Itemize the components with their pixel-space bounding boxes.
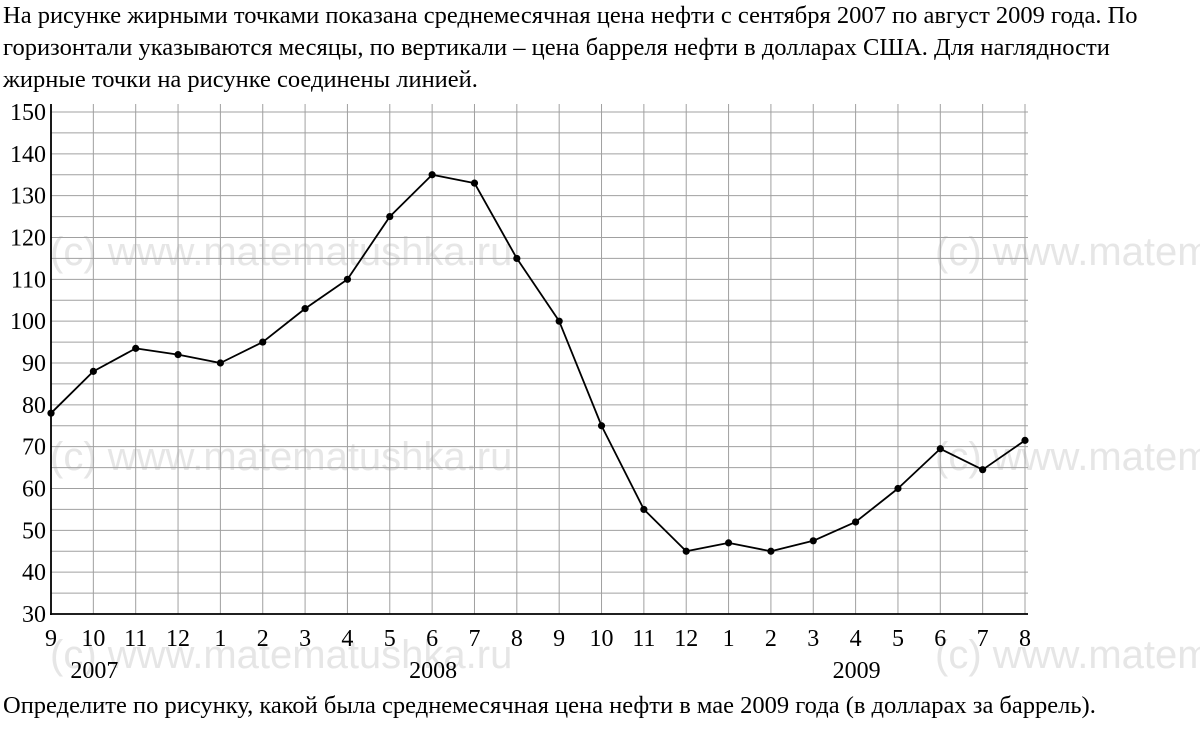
data-point bbox=[809, 537, 817, 545]
data-point bbox=[682, 547, 690, 555]
x-tick-label: 3 bbox=[299, 626, 311, 652]
x-tick-label: 7 bbox=[468, 626, 480, 652]
data-point bbox=[47, 409, 55, 417]
question-text: Определите по рисунку, какой была средне… bbox=[3, 692, 1096, 719]
x-tick-label: 5 bbox=[892, 626, 904, 652]
year-labels: 2007 2008 2009 bbox=[70, 658, 880, 684]
y-tick-label: 120 bbox=[10, 226, 46, 252]
x-tick-label: 4 bbox=[341, 626, 353, 652]
watermark-layer: (c) www.matematushka.ru (c) www.matematus… bbox=[50, 230, 1200, 677]
y-tick-label: 130 bbox=[10, 184, 46, 210]
y-tick-label: 110 bbox=[11, 267, 46, 293]
year-label: 2007 bbox=[70, 658, 118, 684]
price-series bbox=[47, 171, 1029, 555]
data-point bbox=[343, 275, 352, 283]
x-tick-label: 1 bbox=[214, 626, 226, 652]
data-point bbox=[174, 351, 182, 359]
oil-price-chart: (c) www.matematushka.ru (c) www.matematus… bbox=[10, 100, 1200, 684]
data-point bbox=[216, 359, 224, 367]
watermark-text: (c) www.matematushka.ru bbox=[50, 230, 512, 274]
y-tick-label: 100 bbox=[10, 309, 46, 335]
x-tick-label: 2 bbox=[765, 626, 777, 652]
watermark-text: (c) www.matematushka.ru bbox=[935, 230, 1200, 274]
year-label: 2009 bbox=[833, 658, 881, 684]
watermark-text: (c) www.matematushka.ru bbox=[50, 633, 512, 677]
data-point bbox=[1021, 436, 1029, 444]
data-point bbox=[936, 445, 944, 453]
x-tick-label: 6 bbox=[934, 626, 946, 652]
x-tick-label: 8 bbox=[511, 626, 523, 652]
data-point bbox=[767, 547, 775, 555]
x-tick-label: 12 bbox=[674, 626, 698, 652]
x-tick-label: 11 bbox=[632, 626, 655, 652]
y-tick-label: 140 bbox=[10, 142, 46, 168]
watermark-text: (c) www.matematushka.ru bbox=[50, 435, 512, 479]
x-tick-label: 9 bbox=[553, 626, 565, 652]
y-tick-label: 90 bbox=[22, 351, 46, 377]
x-tick-label: 11 bbox=[124, 626, 147, 652]
year-label: 2008 bbox=[409, 658, 457, 684]
chart-grid bbox=[51, 104, 1028, 614]
data-point bbox=[470, 179, 479, 187]
data-point bbox=[132, 344, 140, 352]
y-tick-label: 30 bbox=[22, 602, 46, 628]
problem-statement: На рисунке жирными точками показана сред… bbox=[3, 2, 1138, 93]
data-point bbox=[386, 212, 394, 221]
y-tick-label: 70 bbox=[22, 435, 46, 461]
y-tick-label: 150 bbox=[10, 100, 46, 126]
watermark-text: (c) www.matematushka.ru bbox=[935, 633, 1200, 677]
watermark-text: (c) www.matematushka.ru bbox=[935, 435, 1200, 479]
data-point bbox=[555, 317, 563, 325]
y-tick-label: 50 bbox=[22, 518, 46, 544]
price-line bbox=[50, 173, 1026, 553]
x-tick-label: 1 bbox=[723, 626, 735, 652]
x-tick-label: 9 bbox=[45, 626, 57, 652]
data-point bbox=[513, 254, 521, 263]
data-point bbox=[89, 367, 97, 375]
y-tick-label: 40 bbox=[22, 560, 46, 586]
x-tick-label: 10 bbox=[590, 626, 614, 652]
x-tick-label: 7 bbox=[977, 626, 989, 652]
data-point bbox=[894, 484, 902, 493]
y-tick-label: 60 bbox=[22, 477, 46, 503]
data-point bbox=[597, 422, 606, 430]
data-point bbox=[724, 539, 733, 547]
y-tick-label: 80 bbox=[22, 393, 46, 419]
chart-axes bbox=[50, 104, 1028, 615]
data-point bbox=[640, 505, 648, 514]
x-tick-label: 8 bbox=[1019, 626, 1031, 652]
data-point bbox=[852, 518, 860, 526]
x-tick-label: 5 bbox=[384, 626, 396, 652]
data-point bbox=[259, 338, 267, 346]
y-axis-tick-labels: 30 40 50 60 70 80 90 100 110 120 130 140 150 bbox=[10, 100, 46, 628]
data-point bbox=[428, 171, 436, 179]
x-axis-tick-labels: 9 10 11 12 1 2 3 4 5 6 7 8 9 10 11 12 1 2 3 4 5 6 7 8 bbox=[45, 626, 1031, 652]
x-tick-label: 12 bbox=[166, 626, 190, 652]
x-tick-label: 6 bbox=[426, 626, 438, 652]
data-point bbox=[301, 305, 309, 313]
x-tick-label: 10 bbox=[81, 626, 105, 652]
data-point bbox=[979, 466, 987, 474]
x-tick-label: 4 bbox=[850, 626, 862, 652]
x-tick-label: 2 bbox=[257, 626, 269, 652]
x-tick-label: 3 bbox=[807, 626, 819, 652]
